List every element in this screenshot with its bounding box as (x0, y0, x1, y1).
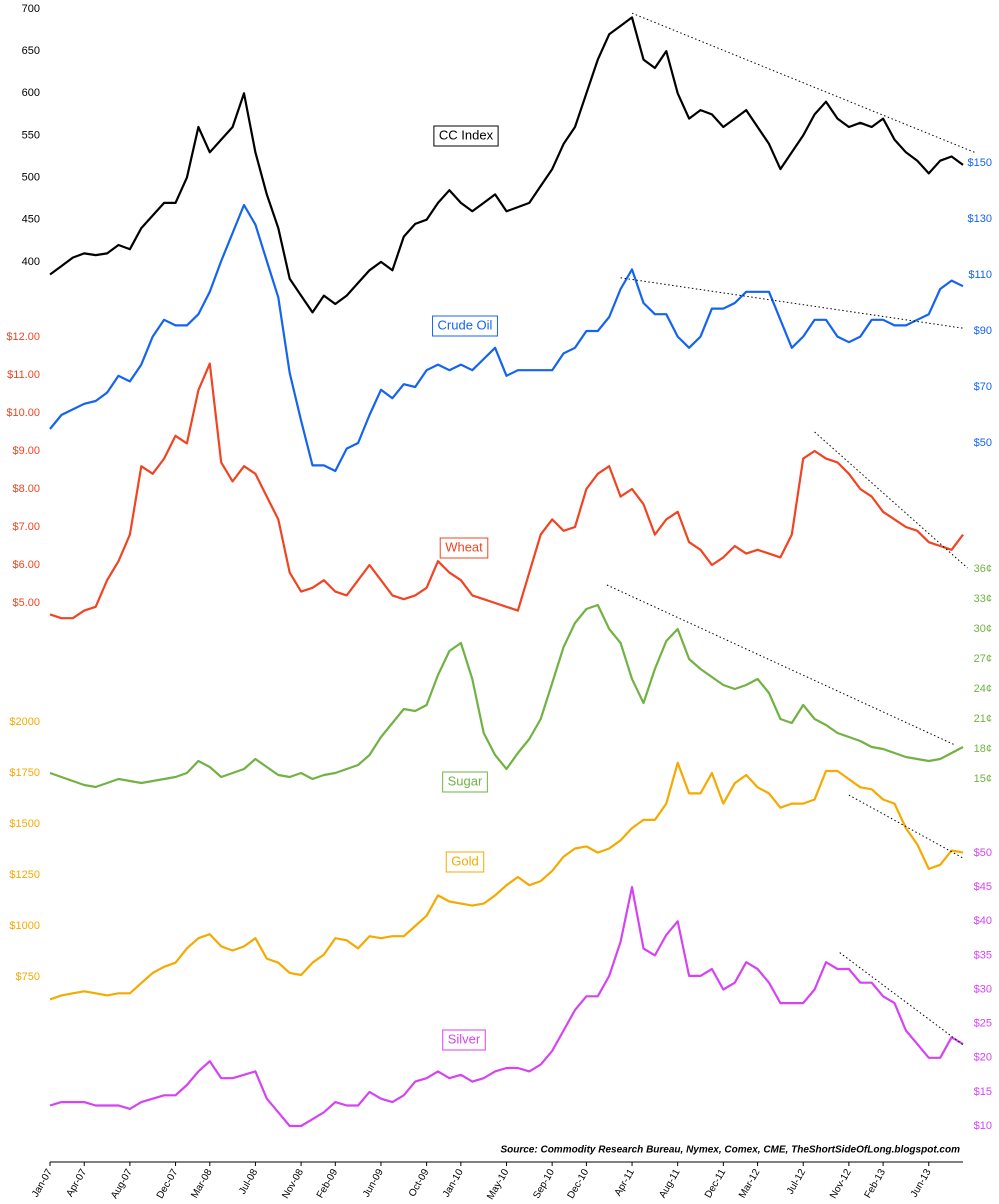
y-tick-label: $750 (16, 971, 40, 983)
y-tick-label: $2000 (9, 716, 40, 728)
series-label: Gold (451, 853, 478, 868)
series-line (49, 603, 964, 789)
x-tick-label: Apr-07 (65, 1167, 90, 1199)
y-tick-label: 550 (22, 129, 40, 141)
y-tick-label: $25 (974, 1018, 992, 1030)
y-tick-label: $150 (968, 157, 992, 169)
series-line (49, 761, 964, 1001)
y-tick-label: 650 (22, 45, 40, 57)
y-tick-label: 450 (22, 214, 40, 226)
series-label-box (445, 851, 485, 873)
source-note: Source: Commodity Research Bureau, Nymex… (500, 1145, 960, 1156)
y-tick-label: $12.00 (6, 331, 40, 343)
y-tick-label: 24¢ (974, 683, 992, 695)
y-tick-label: 33¢ (974, 593, 992, 605)
y-tick-label: $70 (974, 381, 992, 393)
y-tick-label: $1250 (9, 869, 40, 881)
y-tick-label: $11.00 (7, 369, 40, 381)
x-tick-label: Apr-11 (613, 1167, 637, 1198)
x-tick-label: Mar-08 (189, 1167, 215, 1200)
series-label-box (442, 1029, 486, 1051)
x-tick-label: Jun-09 (361, 1167, 386, 1199)
x-tick-label: Dec-07 (155, 1167, 181, 1201)
x-tick-label: Sep-10 (531, 1167, 557, 1201)
series-line (49, 16, 964, 314)
y-tick-label: $9.00 (12, 445, 40, 457)
y-tick-label: 400 (22, 256, 40, 268)
y-tick-label: 27¢ (974, 653, 992, 665)
y-tick-label: 500 (22, 171, 40, 183)
y-tick-label: $110 (968, 269, 992, 281)
series-label-box (439, 537, 489, 559)
series-label: Crude Oil (438, 317, 493, 332)
x-tick-label: Jun-13 (909, 1167, 934, 1199)
y-tick-label: $40 (974, 915, 992, 927)
y-tick-label: 36¢ (974, 563, 992, 575)
trend-line (620, 277, 964, 329)
y-tick-label: 600 (22, 87, 40, 99)
y-tick-label: $20 (974, 1052, 992, 1064)
x-tick-label: May-10 (485, 1167, 511, 1202)
y-tick-label: $5.00 (12, 597, 40, 609)
x-tick-label: Aug-11 (657, 1167, 682, 1200)
y-tick-label: $10.00 (6, 407, 40, 419)
series-line (49, 203, 964, 473)
x-tick-label: Nov-08 (280, 1167, 306, 1201)
trend-line (606, 584, 956, 746)
y-tick-label: $6.00 (12, 559, 40, 571)
y-tick-label: 15¢ (974, 773, 992, 785)
x-tick-label: Jan-07 (30, 1167, 55, 1199)
x-tick-label: Mar-12 (737, 1167, 763, 1200)
x-tick-label: Dec-11 (703, 1167, 728, 1200)
x-tick-label: Nov-12 (828, 1167, 854, 1201)
x-tick-label: Feb-13 (863, 1167, 889, 1200)
series-label-box (432, 315, 498, 337)
x-tick-label: Oct-09 (407, 1167, 432, 1199)
series-label: Sugar (448, 773, 483, 788)
y-tick-label: $45 (974, 881, 992, 893)
y-tick-label: $90 (974, 325, 992, 337)
y-tick-label: 30¢ (974, 623, 992, 635)
series-label-box (442, 771, 488, 793)
trend-line (839, 952, 964, 1046)
trend-line (631, 12, 975, 153)
y-tick-label: $7.00 (12, 521, 40, 533)
x-tick-label: Feb-09 (315, 1167, 341, 1200)
y-tick-label: $8.00 (12, 483, 40, 495)
trend-line (848, 794, 964, 859)
y-tick-label: $35 (974, 949, 992, 961)
y-tick-label: $1500 (9, 818, 40, 830)
x-tick-label: Jul-12 (785, 1167, 808, 1196)
series-label: CC Index (439, 127, 494, 142)
y-tick-label: $1000 (9, 920, 40, 932)
x-tick-label: Aug-07 (109, 1167, 135, 1201)
series-label-box (433, 125, 499, 147)
series-line (49, 362, 964, 620)
y-tick-label: $1750 (9, 767, 40, 779)
y-tick-label: $50 (974, 437, 992, 449)
x-tick-label: Jan-10 (441, 1167, 466, 1199)
series-line (49, 886, 964, 1128)
x-tick-label: Jul-08 (237, 1167, 260, 1196)
y-tick-label: 700 (22, 3, 40, 15)
y-tick-label: $30 (974, 983, 992, 995)
y-tick-label: 18¢ (974, 743, 992, 755)
y-tick-label: $15 (974, 1086, 992, 1098)
series-label: Wheat (445, 539, 483, 554)
y-tick-label: $10 (974, 1120, 992, 1132)
y-tick-label: $130 (968, 213, 992, 225)
x-tick-label: Dec-10 (566, 1167, 592, 1201)
series-label: Silver (448, 1031, 481, 1046)
y-tick-label: 21¢ (974, 713, 992, 725)
y-tick-label: $50 (974, 847, 992, 859)
